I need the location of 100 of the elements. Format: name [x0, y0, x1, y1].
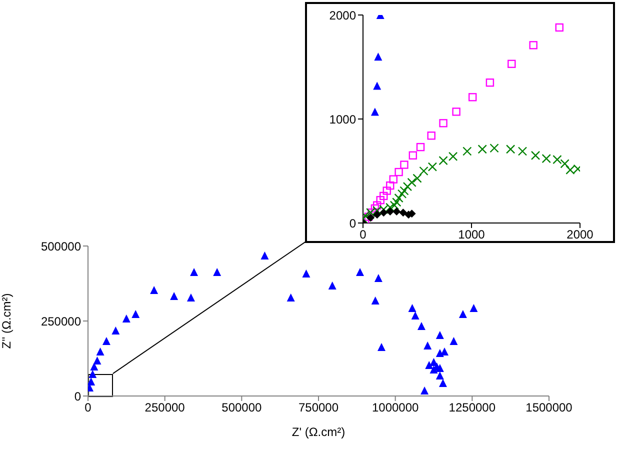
point	[518, 146, 528, 156]
point	[530, 150, 540, 160]
point	[392, 198, 402, 207]
point	[260, 252, 269, 260]
point	[438, 379, 447, 387]
point	[436, 364, 444, 372]
point	[102, 337, 110, 345]
y-axis-title: Z'' (Ω.cm²)	[0, 293, 14, 349]
point	[112, 326, 120, 334]
y-tick-label: 0	[349, 216, 356, 230]
point	[382, 186, 391, 195]
point	[370, 204, 380, 213]
point	[190, 268, 198, 276]
point	[439, 119, 448, 128]
point	[90, 362, 98, 370]
x-tick-label: 500000	[222, 400, 262, 415]
x-axis-title: Z' (Ω.cm²)	[292, 425, 346, 439]
point	[93, 356, 102, 364]
x-tick-label: 1250000	[448, 400, 496, 415]
point	[150, 286, 158, 294]
point	[378, 343, 386, 351]
y-tick-label: 500000	[40, 239, 82, 254]
point	[397, 189, 407, 198]
point	[555, 23, 564, 32]
point	[417, 322, 426, 330]
point	[386, 181, 394, 190]
point	[370, 108, 379, 116]
point	[376, 196, 384, 204]
point	[374, 52, 382, 61]
point	[419, 166, 428, 176]
point	[412, 174, 422, 183]
point	[408, 304, 416, 312]
point	[468, 93, 477, 102]
point	[506, 144, 516, 154]
point	[440, 348, 449, 356]
point	[448, 152, 458, 162]
point	[328, 282, 336, 290]
point	[373, 82, 382, 90]
point	[478, 144, 487, 154]
x-tick-label: 750000	[298, 400, 339, 415]
point	[529, 41, 538, 50]
x-tick-label: 0	[360, 228, 367, 242]
point	[170, 292, 178, 300]
point	[392, 208, 401, 216]
point	[88, 370, 97, 378]
point	[490, 144, 499, 153]
point	[386, 208, 394, 216]
point	[425, 361, 434, 369]
point	[380, 192, 388, 200]
point	[213, 268, 222, 276]
point	[286, 294, 295, 302]
point	[462, 146, 472, 156]
point	[560, 159, 570, 168]
y-tick-label: 250000	[40, 314, 82, 328]
point	[394, 193, 404, 203]
point	[302, 270, 310, 278]
point	[389, 175, 398, 184]
point	[186, 294, 195, 302]
point	[470, 304, 478, 312]
point	[411, 312, 420, 320]
x-tick-label: 1500000	[526, 400, 573, 415]
point	[371, 296, 380, 304]
point	[96, 348, 104, 356]
point	[132, 310, 140, 318]
point	[436, 331, 444, 339]
point	[122, 314, 130, 322]
point	[380, 208, 388, 217]
point	[408, 151, 418, 160]
point	[450, 337, 458, 345]
point	[402, 182, 412, 192]
point	[374, 274, 382, 282]
x-tick-label: 1000000	[372, 400, 420, 415]
point	[486, 78, 494, 87]
y-tick-label: 0	[74, 389, 82, 404]
point	[400, 186, 409, 196]
point	[366, 214, 375, 222]
point	[416, 142, 425, 152]
point	[407, 178, 416, 188]
point	[452, 108, 460, 116]
point	[458, 310, 467, 318]
point	[436, 372, 444, 380]
x-tick-label: 1000	[458, 228, 486, 242]
y-tick-label: 2000	[329, 8, 356, 22]
point	[88, 378, 96, 386]
point	[508, 60, 516, 68]
point	[427, 132, 436, 140]
point	[424, 342, 432, 350]
y-tick-label: 1000	[329, 112, 356, 126]
point	[400, 160, 408, 169]
point	[399, 208, 408, 217]
point	[428, 162, 438, 172]
point	[394, 168, 403, 176]
point	[373, 210, 382, 219]
x-tick-label: 250000	[144, 400, 186, 415]
point	[390, 200, 400, 210]
point	[420, 386, 429, 394]
point	[438, 156, 448, 166]
x-tick-label: 0	[84, 400, 92, 415]
x-tick-label: 2000	[566, 228, 594, 242]
point	[356, 268, 364, 276]
